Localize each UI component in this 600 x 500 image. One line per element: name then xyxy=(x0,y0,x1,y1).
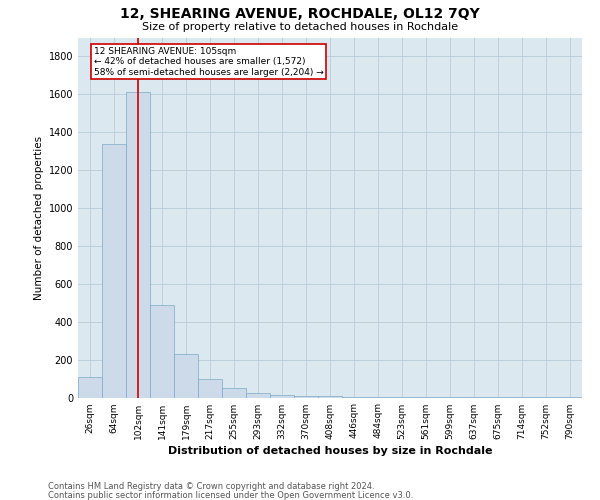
Bar xyxy=(102,144,126,398)
Bar xyxy=(246,393,270,398)
Bar xyxy=(126,92,150,398)
Bar xyxy=(198,378,222,398)
Bar xyxy=(390,397,414,398)
Bar xyxy=(366,396,390,398)
Bar xyxy=(318,396,342,398)
Bar xyxy=(222,388,246,398)
Bar xyxy=(270,394,294,398)
Text: 12, SHEARING AVENUE, ROCHDALE, OL12 7QY: 12, SHEARING AVENUE, ROCHDALE, OL12 7QY xyxy=(120,8,480,22)
X-axis label: Distribution of detached houses by size in Rochdale: Distribution of detached houses by size … xyxy=(168,446,492,456)
Text: Size of property relative to detached houses in Rochdale: Size of property relative to detached ho… xyxy=(142,22,458,32)
Text: Contains public sector information licensed under the Open Government Licence v3: Contains public sector information licen… xyxy=(48,490,413,500)
Bar xyxy=(342,396,366,398)
Bar xyxy=(150,304,174,398)
Bar xyxy=(294,396,318,398)
Y-axis label: Number of detached properties: Number of detached properties xyxy=(34,136,44,300)
Bar xyxy=(78,376,102,398)
Text: Contains HM Land Registry data © Crown copyright and database right 2024.: Contains HM Land Registry data © Crown c… xyxy=(48,482,374,491)
Text: 12 SHEARING AVENUE: 105sqm
← 42% of detached houses are smaller (1,572)
58% of s: 12 SHEARING AVENUE: 105sqm ← 42% of deta… xyxy=(94,47,323,77)
Bar xyxy=(174,354,198,398)
